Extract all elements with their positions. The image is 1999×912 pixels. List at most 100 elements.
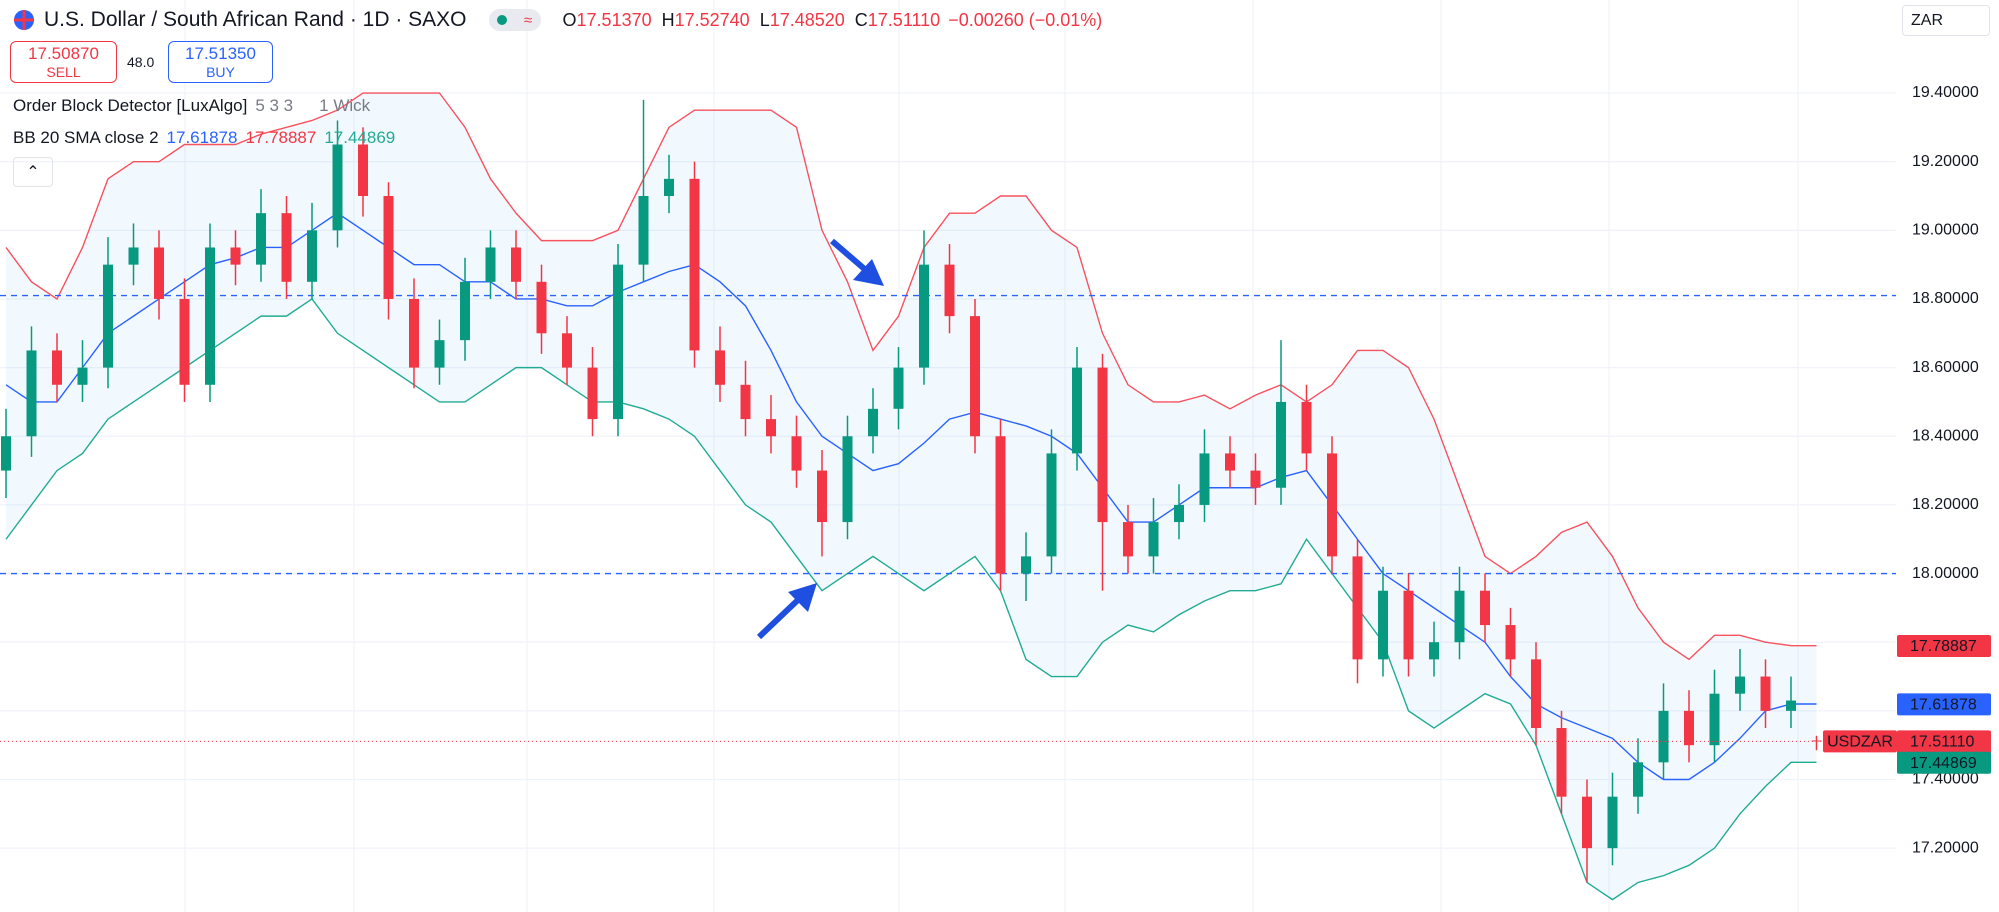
status-toggle[interactable]: ≈ <box>488 9 541 31</box>
collapse-button[interactable]: ⌃ <box>13 157 53 187</box>
y-tick-label: 18.80000 <box>1912 290 1979 307</box>
change: −0.00260 (−0.01%) <box>948 9 1103 30</box>
candle-body <box>128 247 139 265</box>
candle-body <box>1505 625 1516 660</box>
candle-body <box>205 247 215 385</box>
candle-body <box>511 247 521 282</box>
candle-body <box>536 281 547 334</box>
candle-body <box>358 144 368 196</box>
spread: 48.0 <box>127 54 155 70</box>
indicator-value: 17.78887 <box>245 128 317 147</box>
band-fill <box>6 93 1817 900</box>
indicator-name: Order Block Detector [LuxAlgo] <box>13 96 248 115</box>
candle-body <box>332 144 343 231</box>
currency-select[interactable]: ZAR <box>1902 5 1990 36</box>
indicator-legend: Order Block Detector [LuxAlgo] 5 3 3 1 W… <box>13 96 370 116</box>
candle-body <box>1454 590 1465 643</box>
symbol-tag-label: USDZAR <box>1827 734 1893 751</box>
indicator-extra: 1 Wick <box>319 96 371 115</box>
candle-body <box>1199 453 1210 505</box>
candle-body <box>179 298 190 385</box>
candle-body <box>1531 659 1541 729</box>
candle-body <box>1148 522 1159 557</box>
candle-body <box>842 436 853 523</box>
price-tag <box>1897 751 1991 774</box>
candle-body <box>1760 676 1771 711</box>
indicator-legend: BB 20 SMA close 2 17.61878 17.78887 17.4… <box>13 128 395 148</box>
candle-body <box>154 247 164 299</box>
candle-body <box>995 436 1006 574</box>
candle-body <box>485 247 496 282</box>
indicator-params: 5 3 3 <box>255 96 294 115</box>
y-tick-label: 18.20000 <box>1912 496 1979 513</box>
price-tag-label: 17.51110 <box>1910 734 1974 751</box>
candle-body <box>817 470 827 523</box>
candle-body <box>1301 401 1312 454</box>
indicator-value: 17.61878 <box>166 128 238 147</box>
y-tick-label: 19.40000 <box>1912 84 1979 101</box>
candle-body <box>1123 522 1133 557</box>
ohlc-value: 17.51110 <box>867 9 941 30</box>
candle-body <box>307 230 317 282</box>
ohlc-value: 17.48520 <box>769 9 845 30</box>
candle-body <box>77 367 88 385</box>
candle-body <box>256 213 266 265</box>
ohlc-key: H <box>661 9 675 30</box>
candle-body <box>1276 401 1286 488</box>
y-tick-label: 18.40000 <box>1912 427 1979 444</box>
header: U.S. Dollar / South African Rand · 1D · … <box>12 8 1102 32</box>
price-tag <box>1897 635 1991 658</box>
ohlc-value: 17.51370 <box>576 9 652 30</box>
indicator-value: 17.44869 <box>324 128 396 147</box>
candle-body <box>1633 762 1643 797</box>
candle-body <box>1 436 11 471</box>
candle-body <box>868 408 878 437</box>
candle-body <box>230 247 241 265</box>
candle-body <box>1327 453 1337 557</box>
candle-body <box>766 419 776 437</box>
ohlc-item: O17.51370 <box>563 10 652 31</box>
candle-body <box>1429 642 1439 660</box>
band-lower <box>5 298 1817 901</box>
sell-price: 17.50870 <box>28 44 99 63</box>
candle-body <box>1225 453 1235 471</box>
arrow <box>756 238 884 640</box>
buy-label: BUY <box>206 64 235 80</box>
ohlc-key: O <box>562 9 577 30</box>
candle-body <box>1097 367 1108 523</box>
symbol-title: U.S. Dollar / South African Rand · 1D · … <box>44 8 467 31</box>
candle-body <box>1786 700 1796 711</box>
y-tick-label: 17.20000 <box>1912 839 1979 856</box>
ohlc-item: H17.52740 <box>662 10 750 31</box>
band-upper <box>5 92 1817 661</box>
candle-body <box>1658 710 1669 763</box>
price-tag <box>1897 693 1991 716</box>
buy-price: 17.51350 <box>185 44 256 63</box>
candle-body <box>26 350 37 437</box>
candle-body <box>919 264 929 368</box>
candle-body <box>1735 676 1745 694</box>
candle-body <box>1709 693 1720 746</box>
y-tick-label: 19.00000 <box>1912 222 1979 239</box>
candle-body <box>1250 470 1261 488</box>
candle-body <box>1046 453 1057 557</box>
symbol-icon <box>14 10 34 30</box>
time-grid <box>184 0 1799 912</box>
buy-button[interactable]: 17.51350 BUY <box>168 41 273 83</box>
candle-body <box>1684 710 1694 746</box>
sell-button[interactable]: 17.50870 SELL <box>10 41 117 83</box>
candle-body <box>1607 796 1618 849</box>
candle-body <box>1352 556 1363 660</box>
ohlc-item: C17.51110 <box>855 10 940 31</box>
candle-body <box>383 195 394 299</box>
y-tick-label: 17.40000 <box>1912 771 1979 788</box>
candle-body <box>434 340 445 368</box>
candle-body <box>791 436 802 471</box>
candle-body <box>638 195 649 265</box>
candle-body <box>689 178 700 351</box>
price-tag-label: 17.61878 <box>1910 697 1977 714</box>
price-tag-label: 17.44869 <box>1910 755 1977 772</box>
candle-body <box>562 333 572 368</box>
ohlc-value: 17.52740 <box>674 9 750 30</box>
